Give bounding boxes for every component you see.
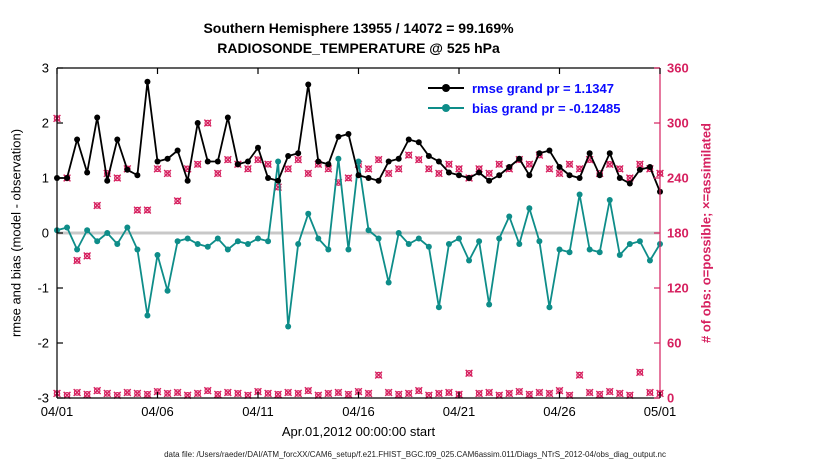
svg-text:1: 1 xyxy=(42,171,49,186)
svg-text:360: 360 xyxy=(667,61,689,76)
svg-text:04/06: 04/06 xyxy=(141,404,174,419)
left-y-axis-label: rmse and bias (model - observation) xyxy=(8,128,24,338)
svg-text:05/01: 05/01 xyxy=(644,404,677,419)
svg-text:60: 60 xyxy=(667,336,681,351)
svg-text:180: 180 xyxy=(667,226,689,241)
svg-text:04/11: 04/11 xyxy=(242,404,274,419)
svg-text:04/26: 04/26 xyxy=(543,404,576,419)
svg-text:-1: -1 xyxy=(37,281,49,296)
svg-text:04/21: 04/21 xyxy=(443,404,476,419)
right-y-axis-label: # of obs: o=possible; ×=assimilated xyxy=(698,123,714,343)
svg-text:0: 0 xyxy=(42,226,49,241)
legend: rmse grand pr = 1.1347 bias grand pr = -… xyxy=(428,78,620,118)
legend-label-bias: bias grand pr = -0.12485 xyxy=(472,100,621,116)
chart-title-line1: Southern Hemisphere 13955 / 14072 = 99.1… xyxy=(203,20,514,36)
legend-row-rmse: rmse grand pr = 1.1347 xyxy=(428,78,620,98)
svg-text:-3: -3 xyxy=(37,391,49,406)
svg-text:0: 0 xyxy=(667,391,674,406)
legend-label-rmse: rmse grand pr = 1.1347 xyxy=(472,80,614,96)
svg-text:-2: -2 xyxy=(37,336,49,351)
bias-legend-marker xyxy=(428,104,464,112)
svg-text:3: 3 xyxy=(42,61,49,76)
svg-text:04/01: 04/01 xyxy=(41,404,74,419)
data-file-caption: data file: /Users/raeder/DAI/ATM_forcXX/… xyxy=(164,450,666,459)
svg-text:240: 240 xyxy=(667,171,689,186)
rmse-legend-marker xyxy=(428,84,464,92)
svg-text:300: 300 xyxy=(667,116,689,131)
svg-text:2: 2 xyxy=(42,116,49,131)
svg-text:120: 120 xyxy=(667,281,689,296)
x-axis-label: Apr.01,2012 00:00:00 start xyxy=(281,424,436,439)
chart-title-line2: RADIOSONDE_TEMPERATURE @ 525 hPa xyxy=(217,40,500,56)
svg-text:04/16: 04/16 xyxy=(342,404,375,419)
legend-row-bias: bias grand pr = -0.12485 xyxy=(428,98,620,118)
